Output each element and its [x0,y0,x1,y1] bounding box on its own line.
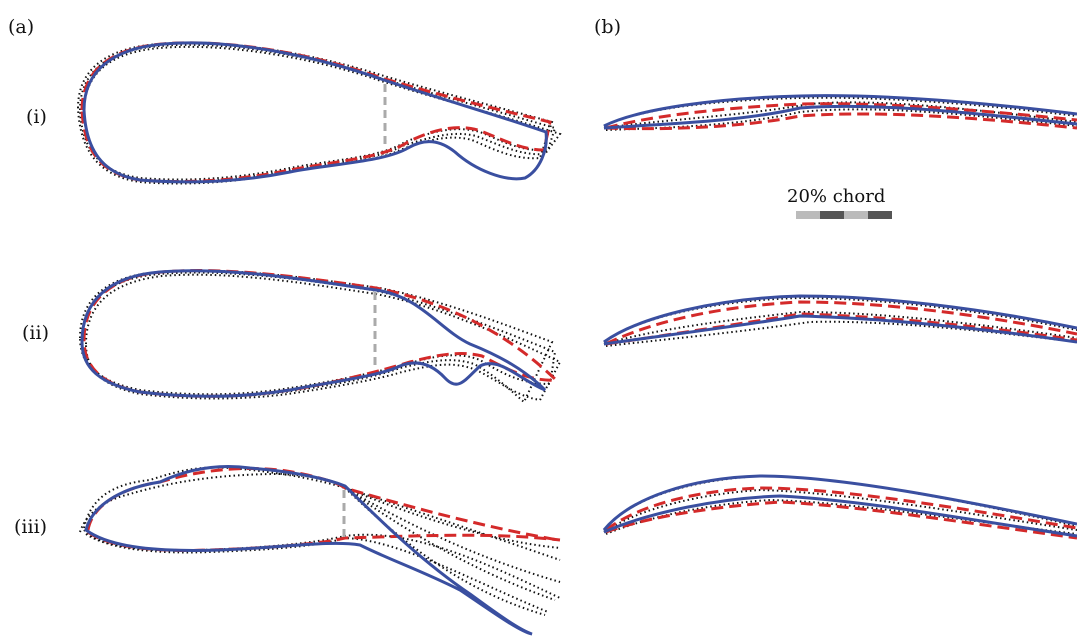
solid-outline [84,465,533,636]
shape-a-iii [79,465,561,636]
dashed-outline [605,102,1077,131]
airfoil-b-i [603,94,1077,131]
row-label-i: (i) [26,106,47,128]
dashed-outline [82,269,560,398]
scale-seg-1 [796,211,820,219]
dotted-instances [78,269,562,404]
airfoil-b-ii [603,294,1077,347]
scale-seg-3 [844,211,868,219]
airfoil-b-iii [602,474,1077,540]
dashed-outline [86,467,559,542]
panel-label-b: (b) [594,16,621,38]
solid-outline [603,94,1077,130]
solid-outline [82,41,548,184]
dashed-outline [80,41,552,184]
row-label-ii: (ii) [22,322,49,344]
solid-outline [80,269,547,398]
dashed-outline-lower [87,530,561,552]
dashed-outline [605,300,1077,346]
scale-bar [796,211,892,219]
row-label-iii: (iii) [14,516,48,538]
solid-outline [603,294,1077,346]
scale-seg-4 [868,211,892,219]
solid-outline [602,474,1077,538]
dashed-outline [605,486,1077,540]
panel-label-a: (a) [8,16,35,38]
scale-bar-label: 20% chord [787,186,886,207]
scale-seg-2 [820,211,844,219]
shape-a-i [76,41,562,185]
shape-a-ii [78,269,562,404]
